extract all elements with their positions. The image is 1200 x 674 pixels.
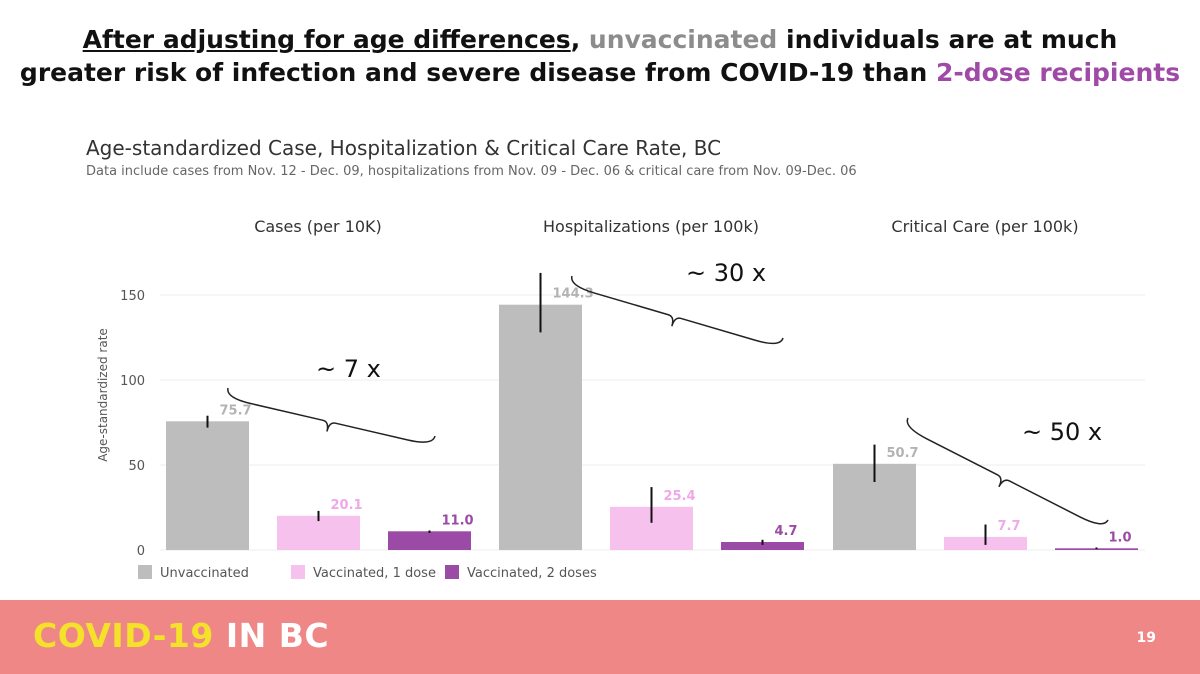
data-label-p1-s1: 75.7 bbox=[220, 403, 252, 418]
bar-p1-s2 bbox=[277, 515, 360, 550]
legend-swatch-1 bbox=[138, 565, 152, 579]
y-tick-100: 100 bbox=[120, 374, 145, 389]
chart-title: Age-standardized Case, Hospitalization &… bbox=[86, 136, 722, 160]
data-label-p3-s3: 1.0 bbox=[1109, 530, 1132, 545]
brace-cases bbox=[227, 387, 436, 443]
data-label-p3-s2: 7.7 bbox=[998, 519, 1021, 534]
brand-covid: COVID-19 bbox=[33, 616, 214, 655]
bar-p2-s3 bbox=[721, 542, 804, 550]
bar-p1-s3 bbox=[388, 531, 471, 550]
panel-title-1: Cases (per 10K) bbox=[254, 217, 382, 236]
headline-2-dose: 2-dose recipients bbox=[935, 58, 1181, 87]
bar-chart: 0 50 100 150 Age-standardized rate Cases (per… bbox=[96, 217, 1145, 581]
brand-in-bc: IN BC bbox=[213, 616, 330, 655]
bar-p1-s1 bbox=[166, 421, 249, 550]
panel-title-3: Critical Care (per 100k) bbox=[891, 217, 1078, 236]
footer-bar: COVID-19 IN BC 19 bbox=[0, 600, 1200, 674]
data-label-p3-s1: 50.7 bbox=[887, 446, 919, 461]
annotation-p1: ~ 7 x bbox=[316, 355, 381, 383]
y-tick-50: 50 bbox=[128, 459, 145, 474]
y-tick-150: 150 bbox=[120, 289, 145, 304]
legend-swatch-2 bbox=[291, 565, 305, 579]
annotation-p2: ~ 30 x bbox=[686, 259, 766, 287]
headline-line-2: greater risk of infection and severe dis… bbox=[0, 57, 1200, 88]
legend-label-3: Vaccinated, 2 doses bbox=[467, 566, 597, 581]
headline-text-2: greater risk of infection and severe dis… bbox=[19, 58, 936, 87]
data-label-p2-s2: 25.4 bbox=[664, 489, 696, 504]
headline-comma: , bbox=[570, 25, 589, 54]
data-label-p2-s1: 144.3 bbox=[553, 287, 594, 302]
page-number: 19 bbox=[1136, 630, 1156, 646]
legend-label-2: Vaccinated, 1 dose bbox=[313, 566, 436, 581]
brand-logo: COVID-19 IN BC bbox=[33, 616, 329, 655]
bar-p2-s1 bbox=[499, 304, 582, 550]
annotation-p3: ~ 50 x bbox=[1022, 418, 1102, 446]
chart-subtitle: Data include cases from Nov. 12 - Dec. 0… bbox=[86, 164, 857, 179]
data-label-p1-s3: 11.0 bbox=[442, 513, 474, 528]
legend-swatch-3 bbox=[445, 565, 459, 579]
headline-unvaccinated: unvaccinated bbox=[588, 25, 778, 54]
headline-line-1: After adjusting for age differences, unv… bbox=[0, 24, 1200, 55]
headline-underlined: After adjusting for age differences bbox=[82, 25, 571, 54]
y-tick-0: 0 bbox=[137, 544, 145, 559]
legend-label-1: Unvaccinated bbox=[160, 566, 249, 581]
panel-title-2: Hospitalizations (per 100k) bbox=[543, 217, 759, 236]
data-label-p1-s2: 20.1 bbox=[331, 498, 363, 513]
y-axis-label: Age-standardized rate bbox=[96, 328, 110, 462]
headline-text-1: individuals are at much bbox=[777, 25, 1118, 54]
data-label-p2-s3: 4.7 bbox=[775, 524, 798, 539]
